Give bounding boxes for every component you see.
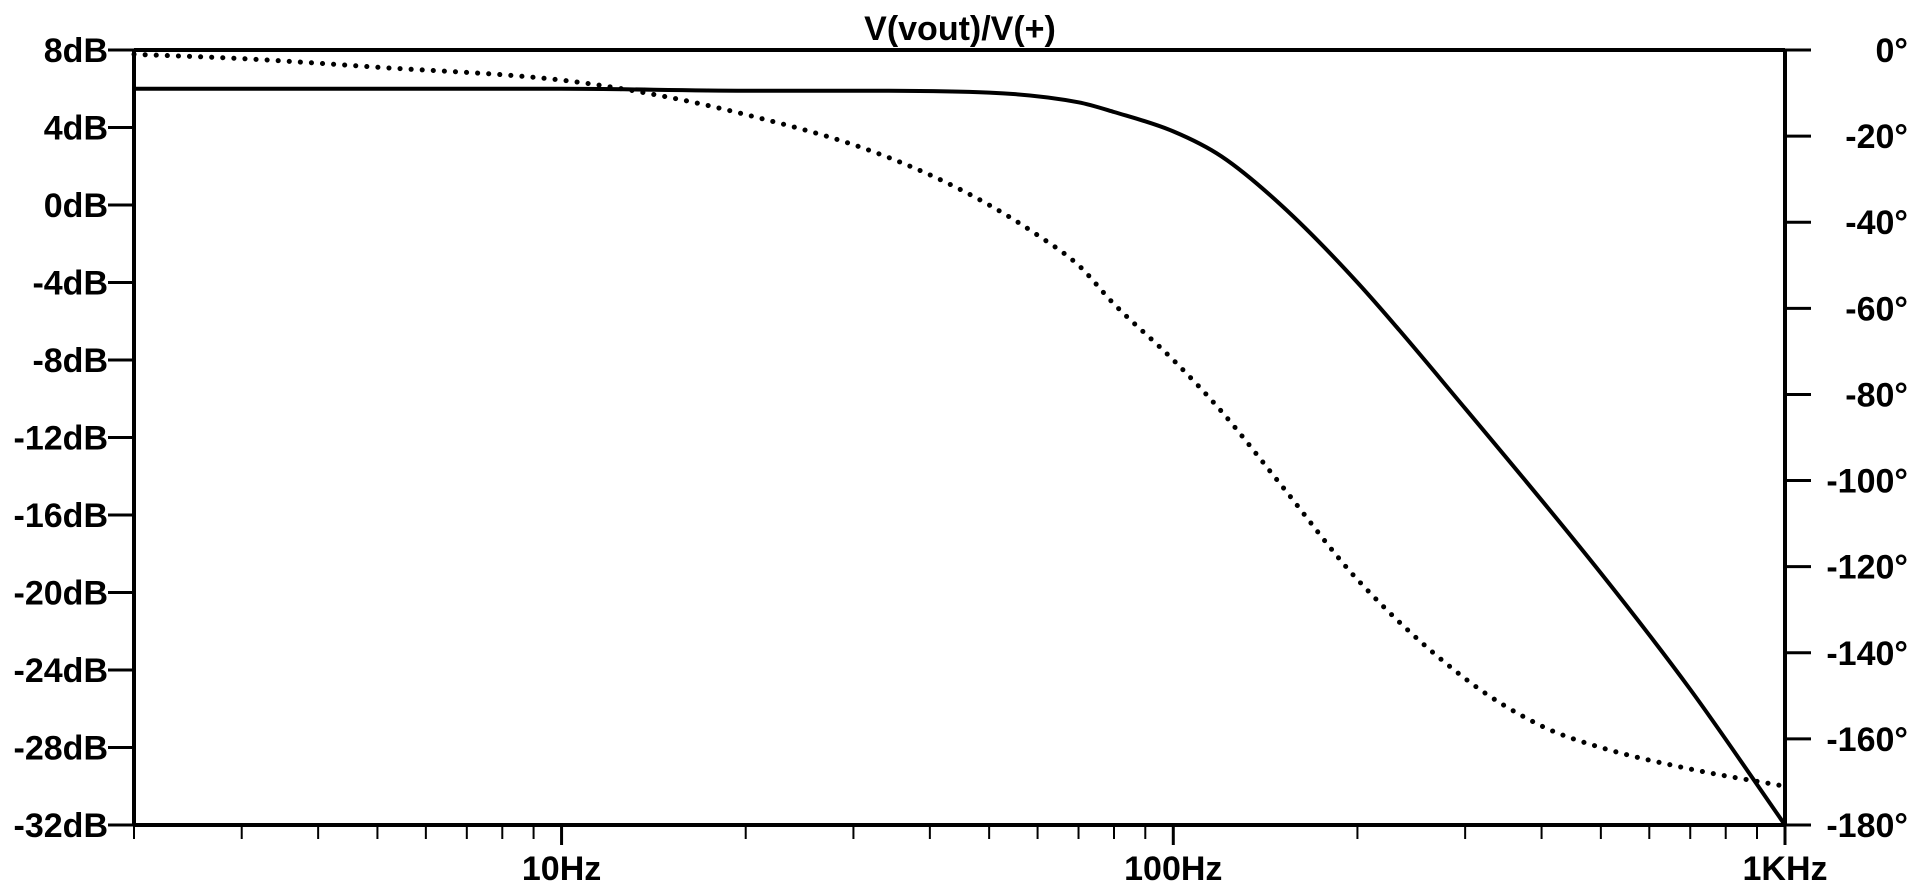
y-left-tick-label: -32dB	[14, 807, 108, 845]
y-right-tick-label: -180°	[1826, 807, 1908, 845]
phase-curve	[131, 51, 1788, 789]
y-right-tick-label: -20°	[1845, 118, 1908, 156]
y-left-tick-label: 0dB	[44, 187, 108, 225]
series-layer	[131, 51, 1788, 827]
y-left-tick-label: -28dB	[14, 730, 108, 768]
y-left-tick-label: -8dB	[32, 342, 108, 380]
y-left-tick-label: -12dB	[14, 420, 108, 458]
y-right-tick-label: -60°	[1845, 290, 1908, 328]
y-right-tick-label: -40°	[1845, 204, 1908, 242]
y-right-tick-label: -100°	[1826, 463, 1908, 501]
y-left-tick-label: 8dB	[44, 32, 108, 70]
axes	[108, 48, 1811, 845]
y-right-tick-label: -80°	[1845, 376, 1908, 414]
x-tick-label: 1KHz	[1742, 850, 1827, 888]
y-left-tick-label: -16dB	[14, 497, 108, 535]
y-right-tick-label: -160°	[1826, 721, 1908, 759]
y-right-tick-label: 0°	[1875, 32, 1908, 70]
y-right-tick-label: -140°	[1826, 635, 1908, 673]
magnitude-curve	[134, 86, 1787, 827]
y-left-tick-label: 4dB	[44, 110, 108, 148]
y-left-tick-label: -4dB	[32, 265, 108, 303]
x-tick-label: 100Hz	[1124, 850, 1222, 888]
y-left-tick-label: -20dB	[14, 575, 108, 613]
chart-title: V(vout)/V(+)	[864, 10, 1056, 48]
y-left-tick-label: -24dB	[14, 652, 108, 690]
x-tick-label: 10Hz	[522, 850, 601, 888]
labels-layer: 8dB 4dB 0dB -4dB -8dB -12dB -16dB -20dB -24dB -28…	[14, 32, 1908, 888]
y-right-tick-label: -120°	[1826, 549, 1908, 587]
